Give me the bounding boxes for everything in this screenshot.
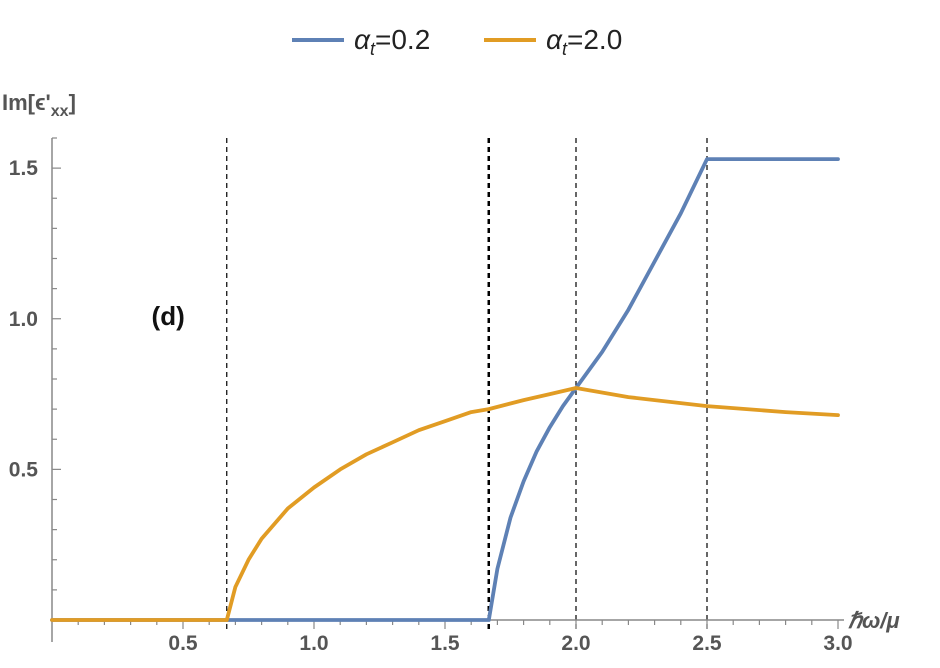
y-tick-label: 1.5 — [9, 157, 39, 180]
y-tick-label: 0.5 — [9, 458, 39, 481]
y-tick-label: 1.0 — [9, 308, 38, 331]
y-title-main: Im[ϵ' — [2, 90, 51, 115]
x-tick-label: 0.5 — [168, 632, 198, 655]
y-title-close: ] — [69, 90, 76, 115]
ticks: 0.5 1.0 1.5 2.0 2.5 3.0 0.5 1.0 1.5 — [9, 137, 853, 655]
x-tick-label: 1.5 — [430, 632, 460, 655]
x-tick-label: 2.0 — [561, 632, 590, 655]
x-tick-label: 2.5 — [692, 632, 722, 655]
axes — [51, 138, 844, 642]
series-line-alpha-0-2 — [50, 157, 840, 622]
x-axis-title: ℏω/μ — [848, 608, 900, 633]
x-tick-label: 3.0 — [823, 632, 852, 655]
legend-label-alpha-2-0: αt=2.0 — [546, 24, 622, 59]
y-axis-title: Im[ϵ'xx] — [2, 90, 76, 120]
series-lines — [50, 157, 840, 622]
legend: αt=0.2 αt=2.0 — [292, 24, 622, 59]
series-line-alpha-2-0 — [50, 386, 840, 622]
x-tick-label: 1.0 — [299, 632, 328, 655]
reference-lines — [226, 138, 708, 630]
legend-label-alpha-0-2: αt=0.2 — [354, 24, 430, 59]
panel-label: (d) — [152, 301, 185, 331]
y-title-sub: xx — [51, 103, 69, 120]
